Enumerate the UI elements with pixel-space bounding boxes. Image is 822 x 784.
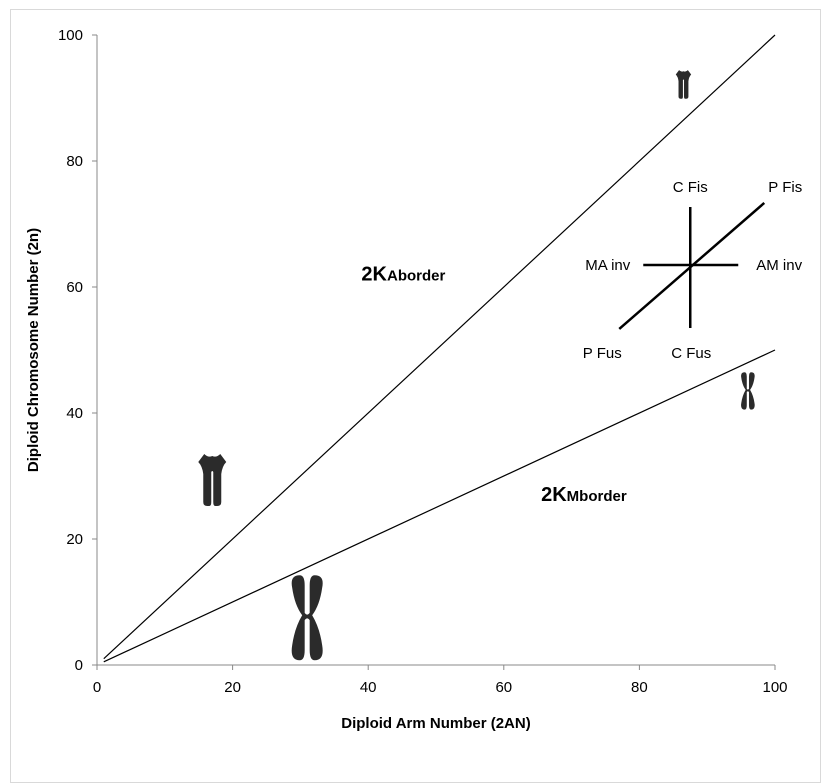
y-tick-label: 80 [66,153,83,170]
acrocentric-border-line [103,34,776,660]
label-p-fis: P Fis [768,179,802,196]
chart-frame [10,9,821,783]
x-tick-label: 80 [631,679,648,696]
metacentric-chromosome-icon [291,575,323,661]
label-c-fus: C Fus [671,345,711,362]
transition-diagram: C Fis P Fis MA inv AM inv P Fus C Fus [583,179,803,362]
acrocentric-chromosome-icon [675,70,692,99]
metacentric-border-line [103,349,776,663]
y-tick-label: 60 [66,279,83,296]
border-label-m-suffix: Mborder [567,488,627,505]
border-label-a-prefix: 2K [361,264,387,286]
label-ma-inv: MA inv [585,257,631,274]
label-am-inv: AM inv [756,257,802,274]
x-tick-label: 0 [93,679,101,696]
transition-diagonal-line [618,202,766,330]
label-p-fus: P Fus [583,345,622,362]
x-tick-label: 40 [360,679,377,696]
x-tick-label: 100 [762,679,787,696]
y-tick-label: 100 [58,27,83,44]
border-label-m: 2KMborder [541,484,627,506]
y-tick-label: 20 [66,531,83,548]
border-label-a: 2KAborder [361,264,445,286]
border-label-a-suffix: Aborder [387,268,446,285]
x-tick-label: 60 [495,679,512,696]
y-tick-label: 40 [66,405,83,422]
x-axis-title: Diploid Arm Number (2AN) [341,715,530,732]
border-label-m-prefix: 2K [541,484,567,506]
acrocentric-chromosome-icon [198,454,227,506]
metacentric-chromosome-icon [741,372,755,410]
x-tick-label: 20 [224,679,241,696]
y-tick-label: 0 [75,657,83,674]
y-axis-title: Diploid Chromosome Number (2n) [25,228,42,472]
label-c-fis: C Fis [673,179,708,196]
